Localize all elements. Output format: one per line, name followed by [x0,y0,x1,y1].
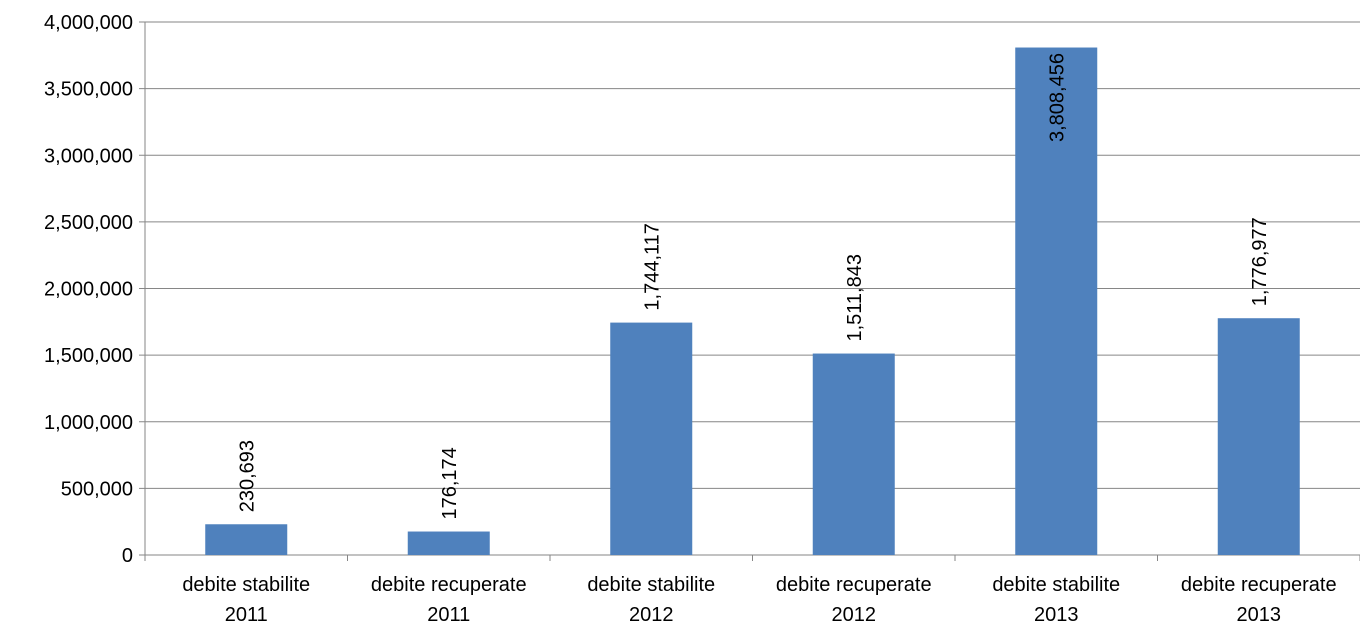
y-tick-label: 0 [122,545,133,567]
x-tick-label-line: debite recuperate [371,574,527,596]
x-tick-label-line: 2011 [427,604,470,626]
bar [812,353,895,555]
y-tick-label: 2,000,000 [44,279,133,301]
bar [1015,47,1098,555]
gridlines [145,21,1360,489]
x-tick-label: debite stabilite 2013 [992,574,1120,626]
x-tick-label-line: 2012 [832,604,877,626]
data-label: 176,174 [439,447,461,519]
data-label: 1,744,117 [641,223,663,311]
y-tick-label: 3,000,000 [44,145,133,167]
x-tick-label-line: 2013 [1034,604,1079,626]
data-label: 1,511,843 [844,254,866,342]
bar [205,524,288,555]
x-tick-label-line: 2012 [629,604,674,626]
bar [407,531,490,555]
axes [139,21,1360,561]
x-tick-label-line: 2011 [225,604,268,626]
y-tick-label: 2,500,000 [44,212,133,234]
x-tick-label-line: debite recuperate [1181,574,1337,596]
x-tick-label: debite stabilite 2012 [587,574,715,626]
data-label: 1,776,977 [1249,217,1271,306]
bars [205,47,1300,555]
y-tick-label: 1,000,000 [44,412,133,434]
x-tick-label-line: debite stabilite [992,574,1120,596]
bar [610,322,693,555]
x-tick-label: debite recuperate 2013 [1181,574,1337,626]
data-label: 230,693 [236,440,258,512]
x-tick-label-line: 2013 [1237,604,1282,626]
bar [1217,318,1300,555]
data-label: 3,808,456 [1046,53,1068,142]
x-tick-label: debite stabilite 2011 [182,574,310,626]
x-tick-label-line: debite stabilite [182,574,310,596]
data-labels: 230,693 176,174 1,744,117 1,511,843 3,808,45… [236,53,1271,520]
x-tick-label-line: debite recuperate [776,574,932,596]
x-tick-label-line: debite stabilite [587,574,715,596]
y-tick-label: 4,000,000 [44,12,133,34]
tick-labels: 0 500,000 1,000,000 1,500,000 2,000,000 2,500… [44,12,1337,626]
x-tick-label: debite recuperate 2011 [371,574,527,626]
y-tick-label: 500,000 [61,478,133,500]
x-tick-label: debite recuperate 2012 [776,574,932,626]
y-tick-label: 3,500,000 [44,79,133,101]
y-tick-label: 1,500,000 [44,345,133,367]
